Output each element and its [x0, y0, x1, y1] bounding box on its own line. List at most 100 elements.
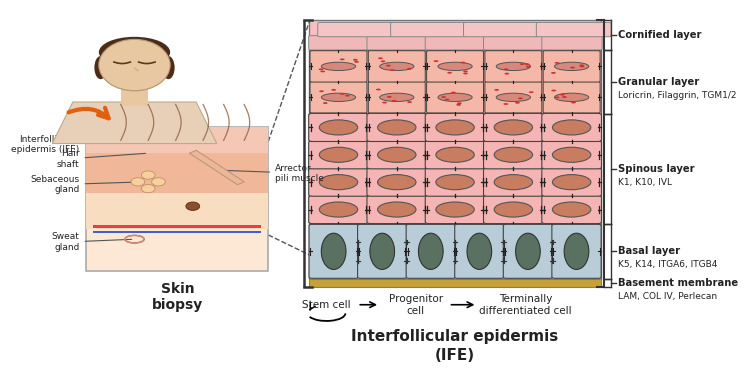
FancyBboxPatch shape	[391, 22, 465, 37]
Ellipse shape	[381, 61, 385, 62]
Ellipse shape	[370, 233, 394, 270]
Ellipse shape	[438, 62, 472, 70]
FancyBboxPatch shape	[542, 141, 602, 169]
Ellipse shape	[331, 89, 336, 91]
Ellipse shape	[141, 185, 155, 193]
Ellipse shape	[518, 97, 523, 99]
Ellipse shape	[495, 89, 499, 91]
Text: Granular layer: Granular layer	[618, 77, 699, 87]
Ellipse shape	[496, 62, 531, 70]
FancyBboxPatch shape	[367, 141, 427, 169]
Ellipse shape	[345, 95, 350, 97]
Text: Interfollicular
epidermis (IFE): Interfollicular epidermis (IFE)	[11, 135, 166, 154]
Ellipse shape	[436, 120, 474, 135]
FancyBboxPatch shape	[357, 224, 407, 278]
Ellipse shape	[504, 68, 508, 70]
Ellipse shape	[529, 91, 534, 93]
Ellipse shape	[560, 94, 565, 96]
FancyBboxPatch shape	[542, 168, 602, 196]
Ellipse shape	[386, 65, 391, 67]
FancyBboxPatch shape	[536, 22, 611, 37]
Bar	[309, 114, 601, 224]
Text: Basement membrane: Basement membrane	[618, 278, 738, 288]
Ellipse shape	[494, 147, 532, 162]
Ellipse shape	[319, 147, 357, 162]
FancyBboxPatch shape	[425, 195, 485, 224]
Text: K1, K10, IVL: K1, K10, IVL	[618, 178, 672, 187]
FancyBboxPatch shape	[485, 82, 542, 113]
Ellipse shape	[379, 93, 414, 101]
Ellipse shape	[379, 62, 414, 70]
Ellipse shape	[378, 57, 383, 59]
FancyBboxPatch shape	[542, 195, 602, 224]
Text: Progenitor
cell: Progenitor cell	[388, 294, 443, 316]
Ellipse shape	[525, 63, 530, 65]
FancyBboxPatch shape	[308, 168, 368, 196]
Ellipse shape	[320, 70, 325, 72]
Ellipse shape	[434, 60, 439, 62]
Ellipse shape	[186, 202, 200, 210]
FancyBboxPatch shape	[455, 224, 504, 278]
FancyBboxPatch shape	[425, 36, 486, 50]
FancyBboxPatch shape	[367, 168, 427, 196]
Ellipse shape	[99, 37, 170, 68]
Ellipse shape	[438, 93, 472, 101]
Text: K5, K14, ITGA6, ITGB4: K5, K14, ITGA6, ITGB4	[618, 260, 717, 269]
Text: Sebaceous
gland: Sebaceous gland	[30, 175, 142, 195]
Ellipse shape	[340, 59, 345, 60]
FancyBboxPatch shape	[309, 224, 358, 278]
Bar	[87, 127, 268, 153]
FancyBboxPatch shape	[368, 51, 425, 82]
Ellipse shape	[407, 68, 412, 70]
FancyBboxPatch shape	[367, 36, 428, 50]
Ellipse shape	[99, 39, 170, 91]
Ellipse shape	[73, 111, 196, 134]
Ellipse shape	[436, 202, 474, 217]
Ellipse shape	[319, 68, 323, 70]
Text: Sweat
gland: Sweat gland	[52, 232, 132, 252]
Bar	[93, 225, 262, 228]
FancyBboxPatch shape	[367, 113, 427, 141]
Ellipse shape	[580, 65, 584, 67]
Ellipse shape	[457, 102, 461, 104]
Ellipse shape	[378, 147, 416, 162]
Text: Interfollicular epidermis: Interfollicular epidermis	[351, 329, 559, 344]
Ellipse shape	[353, 59, 357, 61]
Ellipse shape	[390, 69, 395, 71]
FancyBboxPatch shape	[464, 22, 538, 37]
Ellipse shape	[553, 147, 591, 162]
FancyBboxPatch shape	[368, 82, 425, 113]
Ellipse shape	[515, 102, 520, 104]
Bar	[121, 87, 149, 106]
Ellipse shape	[407, 101, 412, 103]
Ellipse shape	[321, 93, 356, 101]
Ellipse shape	[152, 178, 165, 186]
Ellipse shape	[319, 90, 324, 92]
Ellipse shape	[504, 73, 509, 75]
Text: Basal layer: Basal layer	[618, 246, 680, 256]
FancyBboxPatch shape	[425, 113, 485, 141]
Bar	[87, 193, 268, 229]
Ellipse shape	[494, 120, 532, 135]
Bar	[309, 224, 601, 279]
Ellipse shape	[551, 90, 556, 92]
Ellipse shape	[551, 72, 556, 74]
Ellipse shape	[436, 147, 474, 162]
Ellipse shape	[323, 102, 328, 104]
Ellipse shape	[467, 233, 492, 270]
Ellipse shape	[378, 175, 416, 190]
FancyBboxPatch shape	[427, 51, 483, 82]
Ellipse shape	[553, 120, 591, 135]
Ellipse shape	[354, 61, 359, 63]
Ellipse shape	[100, 48, 168, 87]
FancyBboxPatch shape	[308, 195, 368, 224]
Bar	[309, 279, 601, 286]
Ellipse shape	[496, 93, 531, 101]
Ellipse shape	[447, 72, 452, 74]
Ellipse shape	[461, 62, 465, 64]
Bar	[93, 231, 262, 234]
Ellipse shape	[554, 62, 589, 70]
Bar	[87, 127, 268, 271]
Ellipse shape	[504, 103, 508, 105]
Ellipse shape	[378, 202, 416, 217]
